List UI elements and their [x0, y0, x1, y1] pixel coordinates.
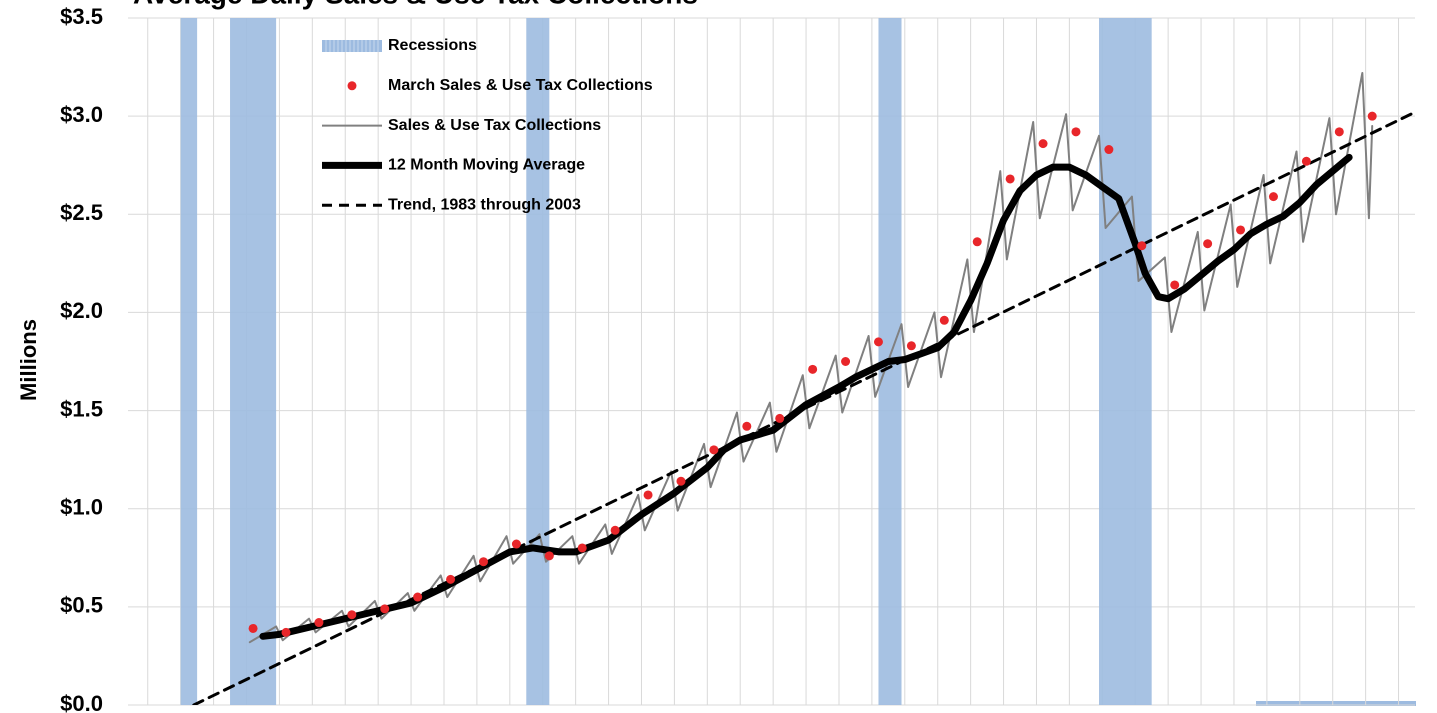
march-point — [577, 543, 587, 553]
y-tick-label: $1.5 — [60, 396, 103, 421]
march-point — [380, 604, 390, 614]
march-point — [248, 623, 258, 633]
march-point — [544, 551, 554, 561]
y-axis-label: Millions — [16, 319, 41, 401]
march-point — [972, 237, 982, 247]
march-point — [1334, 127, 1344, 137]
y-tick-label: $2.0 — [60, 298, 103, 323]
legend-swatch — [347, 81, 357, 91]
march-point — [906, 341, 916, 351]
recession-band — [180, 18, 198, 705]
march-point — [478, 557, 488, 567]
march-point — [1038, 139, 1048, 149]
series-line — [192, 110, 1415, 705]
legend-swatch — [322, 40, 382, 52]
march-point — [643, 490, 653, 500]
legend-label: 12 Month Moving Average — [388, 157, 585, 174]
chart-title: Average Daily Sales & Use Tax Collection… — [133, 0, 698, 9]
march-point — [939, 315, 949, 325]
y-tick-label: $2.5 — [60, 200, 103, 225]
decoration — [1256, 701, 1416, 706]
march-point — [1367, 111, 1377, 121]
march-point — [775, 413, 785, 423]
march-point — [1104, 145, 1114, 155]
march-point — [1005, 174, 1015, 184]
march-point — [413, 592, 423, 602]
march-point — [610, 525, 620, 535]
march-point — [314, 618, 324, 628]
march-point — [1203, 239, 1213, 249]
march-point — [841, 357, 851, 366]
march-point — [446, 574, 456, 584]
y-tick-label: $1.0 — [60, 495, 103, 520]
march-point — [1268, 192, 1278, 202]
march-point — [873, 337, 883, 347]
legend-label: Recessions — [388, 37, 477, 54]
legend-label: March Sales & Use Tax Collections — [388, 77, 653, 94]
march-point — [709, 445, 719, 455]
march-point — [511, 539, 521, 549]
march-point — [1071, 127, 1081, 137]
y-tick-label: $3.5 — [60, 4, 103, 29]
y-tick-label: $3.0 — [60, 102, 103, 127]
march-point — [1170, 280, 1180, 290]
march-point — [1301, 156, 1311, 166]
legend-label: Sales & Use Tax Collections — [388, 117, 601, 134]
march-point — [808, 364, 818, 374]
y-tick-label: $0.5 — [60, 593, 103, 618]
march-point — [347, 610, 357, 620]
march-point — [742, 421, 752, 431]
march-point — [281, 627, 291, 637]
march-point — [1137, 241, 1147, 251]
recession-band — [1099, 18, 1152, 705]
legend-label: Trend, 1983 through 2003 — [388, 196, 581, 213]
y-tick-label: $0.0 — [60, 691, 103, 713]
recession-band — [230, 18, 277, 705]
recession-band — [526, 18, 550, 705]
march-point — [676, 476, 686, 486]
march-point — [1236, 225, 1246, 235]
